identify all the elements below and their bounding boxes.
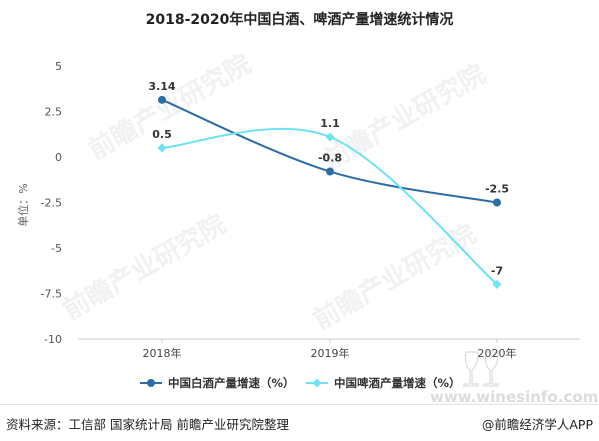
legend-label: 中国啤酒产量增速（%）	[334, 376, 461, 390]
y-tick-label: 5	[55, 60, 62, 73]
watermark-logo-3: 前瞻产业研究院	[58, 208, 231, 326]
data-point	[492, 279, 502, 289]
data-label: 3.14	[148, 80, 175, 93]
data-point	[157, 143, 167, 153]
legend-label: 中国白酒产量增速（%）	[168, 376, 295, 390]
y-tick-label: -10	[44, 333, 62, 346]
data-point	[325, 132, 335, 142]
watermark-logo-2: 前瞻产业研究院	[318, 58, 491, 176]
data-point	[326, 167, 334, 176]
y-tick-label: -5	[51, 242, 62, 255]
chart-title: 2018-2020年中国白酒、啤酒产量增速统计情况	[146, 11, 454, 28]
y-axis-ticks: 5 2.5 0 -2.5 -5 -7.5 -10	[41, 60, 62, 346]
app-credit: @前瞻经济学人APP	[481, 417, 593, 432]
x-tick-label: 2020年	[478, 346, 517, 360]
y-axis-label: 单位：%	[16, 183, 30, 226]
source-text: 资料来源：工信部 国家统计局 前瞻产业研究院整理	[6, 417, 289, 432]
watermark-logo-1: 前瞻产业研究院	[83, 48, 256, 166]
series-points	[157, 95, 502, 289]
x-tick-label: 2019年	[311, 346, 350, 360]
y-tick-label: -2.5	[41, 197, 62, 210]
data-label: 1.1	[320, 117, 340, 130]
y-tick-label: 0	[55, 151, 62, 164]
y-tick-label: -7.5	[41, 288, 62, 301]
data-label: -2.5	[485, 183, 509, 196]
data-point	[493, 198, 501, 207]
data-label: 0.5	[152, 128, 172, 141]
data-labels: 3.14 -0.8 -2.5 0.5 1.1 -7	[148, 80, 509, 278]
legend: 中国白酒产量增速（%） 中国啤酒产量增速（%）	[140, 376, 461, 390]
y-tick-label: 2.5	[45, 106, 63, 119]
legend-marker	[147, 379, 155, 387]
wine-glass-icon	[463, 351, 479, 387]
corner-watermark: www.winesinfo.com	[430, 351, 598, 404]
data-point	[158, 95, 166, 104]
corner-watermark-text: www.winesinfo.com	[430, 388, 598, 404]
wine-glass-icon-2	[483, 351, 499, 387]
x-axis-ticks: 2018年 2019年 2020年	[143, 339, 517, 360]
watermark-logo-4: 前瞻产业研究院	[308, 218, 481, 336]
legend-marker	[312, 378, 322, 388]
data-label: -0.8	[318, 152, 342, 165]
x-tick-label: 2018年	[143, 346, 182, 360]
chart: 前瞻产业研究院 前瞻产业研究院 前瞻产业研究院 前瞻产业研究院 2018-202…	[16, 11, 598, 404]
footer: 资料来源：工信部 国家统计局 前瞻产业研究院整理 @前瞻经济学人APP	[0, 404, 599, 441]
data-label: -7	[491, 264, 503, 277]
